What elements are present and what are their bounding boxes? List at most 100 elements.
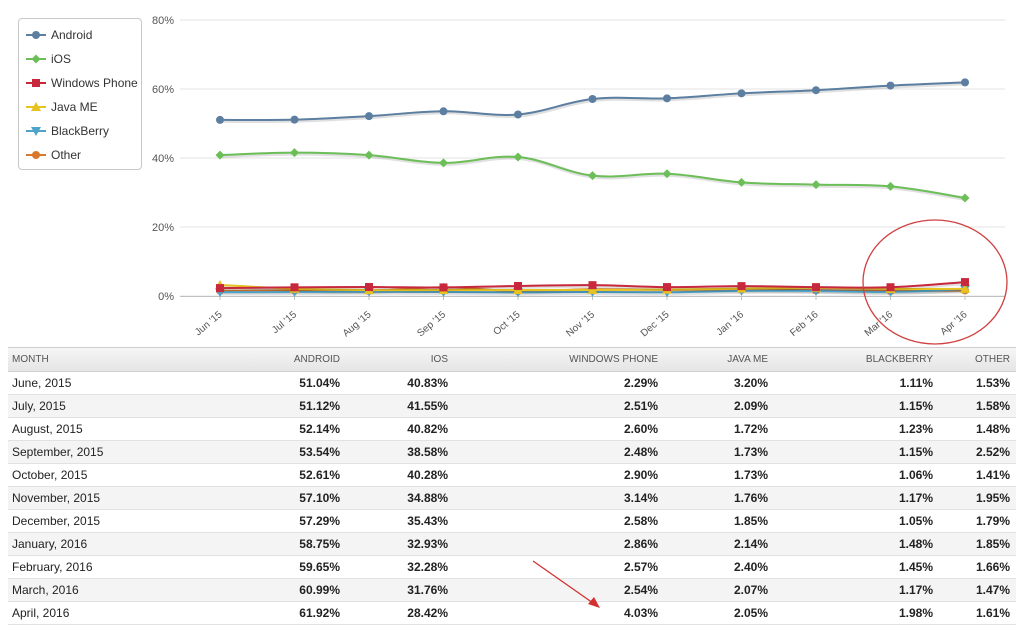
legend-item-android[interactable]: Android bbox=[25, 23, 141, 47]
table-row: July, 2015 51.12% 41.55% 2.51% 2.09% 1.15% 1.5… bbox=[8, 394, 1016, 418]
x-tick-label: Mar '16 bbox=[863, 309, 896, 339]
legend-item-other[interactable]: Other bbox=[25, 143, 141, 167]
month-cell: January, 2016 bbox=[8, 532, 198, 556]
value-cell: 59.65% bbox=[198, 555, 346, 579]
value-cell: 1.85% bbox=[664, 509, 774, 533]
legend-marker-ios bbox=[31, 54, 41, 64]
series-windows-phone-point bbox=[439, 283, 448, 292]
legend-symbol-blackberry bbox=[26, 127, 46, 136]
series-windows-phone-point bbox=[588, 281, 597, 290]
series-windows-phone-point bbox=[812, 283, 820, 292]
series-ios-point bbox=[811, 180, 821, 190]
y-tick-label: 0% bbox=[158, 291, 174, 303]
value-cell: 1.72% bbox=[664, 417, 774, 441]
value-cell: 1.47% bbox=[939, 578, 1016, 602]
month-cell: February, 2016 bbox=[8, 555, 198, 579]
series-android-point bbox=[514, 110, 522, 119]
value-cell: 1.48% bbox=[939, 417, 1016, 441]
value-cell: 38.58% bbox=[346, 440, 454, 464]
month-cell: April, 2016 bbox=[8, 601, 198, 625]
value-cell: 61.92% bbox=[198, 601, 346, 625]
series-ios-point bbox=[588, 171, 597, 181]
x-tick-label: Oct '15 bbox=[492, 309, 523, 338]
value-cell: 2.07% bbox=[664, 578, 774, 602]
value-cell: 41.55% bbox=[346, 394, 454, 418]
legend-label: Windows Phone bbox=[51, 76, 138, 90]
value-cell: 1.15% bbox=[774, 440, 939, 464]
value-cell: 40.83% bbox=[346, 371, 454, 395]
series-android bbox=[216, 78, 969, 124]
table-row: January, 2016 58.75% 32.93% 2.86% 2.14% 1.48%… bbox=[8, 532, 1016, 556]
value-cell: 32.93% bbox=[346, 532, 454, 556]
x-tick-label: Nov '15 bbox=[564, 309, 597, 339]
series-android-point bbox=[812, 86, 820, 95]
value-cell: 51.12% bbox=[198, 394, 346, 418]
value-cell: 1.76% bbox=[664, 486, 774, 510]
x-tick-label: Apr '16 bbox=[939, 309, 970, 338]
value-cell: 52.61% bbox=[198, 463, 346, 487]
value-cell: 1.66% bbox=[939, 555, 1016, 579]
table-row: November, 2015 57.10% 34.88% 3.14% 1.76% 1.17… bbox=[8, 486, 1016, 510]
series-android-point bbox=[663, 94, 671, 103]
value-cell: 1.05% bbox=[774, 509, 939, 533]
legend-marker-windows-phone bbox=[32, 79, 40, 87]
value-cell: 31.76% bbox=[346, 578, 454, 602]
column-header-windows-phone[interactable]: WINDOWS PHONE bbox=[454, 347, 664, 372]
series-ios-point bbox=[662, 169, 672, 179]
table-row: December, 2015 57.29% 35.43% 2.58% 1.85% 1.05… bbox=[8, 509, 1016, 533]
value-cell: 57.10% bbox=[198, 486, 346, 510]
legend-marker-other bbox=[32, 151, 40, 159]
value-cell: 3.14% bbox=[454, 486, 664, 510]
legend-item-blackberry[interactable]: BlackBerry bbox=[25, 119, 141, 143]
series-windows-phone-point bbox=[663, 283, 671, 292]
value-cell: 1.53% bbox=[939, 371, 1016, 395]
column-header-blackberry[interactable]: BLACKBERRY bbox=[774, 347, 939, 372]
value-cell: 3.20% bbox=[664, 371, 774, 395]
legend-symbol-ios bbox=[26, 54, 46, 64]
value-cell: 1.11% bbox=[774, 371, 939, 395]
x-tick-label: Jul '15 bbox=[270, 309, 299, 336]
value-cell: 1.15% bbox=[774, 394, 939, 418]
legend-symbol-windows-phone bbox=[26, 79, 46, 87]
series-windows-phone-point bbox=[961, 278, 969, 287]
series-android-point bbox=[886, 81, 895, 90]
column-header-other[interactable]: OTHER bbox=[939, 347, 1016, 372]
series-android-point bbox=[365, 112, 373, 121]
value-cell: 2.54% bbox=[454, 578, 664, 602]
series-ios-point bbox=[737, 177, 746, 187]
month-cell: November, 2015 bbox=[8, 486, 198, 510]
series-android-point bbox=[961, 78, 969, 87]
series-ios-point bbox=[886, 181, 895, 191]
month-cell: March, 2016 bbox=[8, 578, 198, 602]
legend-item-ios[interactable]: iOS bbox=[25, 47, 141, 71]
series-android-point bbox=[588, 95, 597, 104]
series-ios-point bbox=[364, 150, 374, 160]
value-cell: 2.29% bbox=[454, 371, 664, 395]
market-share-table: MONTH ANDROID IOS WINDOWS PHONE JAVA ME BLACK… bbox=[8, 347, 1016, 625]
value-cell: 4.03% bbox=[454, 601, 664, 625]
x-tick-label: Aug '15 bbox=[341, 309, 374, 339]
legend-item-windows-phone[interactable]: Windows Phone bbox=[25, 71, 141, 95]
series-ios-point bbox=[513, 152, 523, 162]
legend-item-java-me[interactable]: Java ME bbox=[25, 95, 141, 119]
y-tick-label: 80% bbox=[152, 15, 174, 27]
value-cell: 1.73% bbox=[664, 463, 774, 487]
column-header-android[interactable]: ANDROID bbox=[198, 347, 346, 372]
value-cell: 2.09% bbox=[664, 394, 774, 418]
column-header-java-me[interactable]: JAVA ME bbox=[664, 347, 774, 372]
x-tick-label: Jun '15 bbox=[193, 309, 225, 338]
legend-marker-blackberry bbox=[31, 127, 41, 136]
series-windows-phone-point bbox=[514, 281, 522, 290]
value-cell: 1.95% bbox=[939, 486, 1016, 510]
legend-label: iOS bbox=[51, 52, 72, 66]
column-header-month[interactable]: MONTH bbox=[8, 347, 198, 372]
value-cell: 58.75% bbox=[198, 532, 346, 556]
legend-label: Android bbox=[51, 28, 93, 42]
chart-legend: Android iOS Windows Phone Java ME BlackBerry… bbox=[18, 18, 142, 170]
value-cell: 1.48% bbox=[774, 532, 939, 556]
series-windows-phone-point bbox=[365, 283, 373, 292]
y-tick-label: 60% bbox=[152, 84, 174, 96]
value-cell: 2.14% bbox=[664, 532, 774, 556]
column-header-ios[interactable]: IOS bbox=[346, 347, 454, 372]
legend-symbol-android bbox=[26, 31, 46, 39]
